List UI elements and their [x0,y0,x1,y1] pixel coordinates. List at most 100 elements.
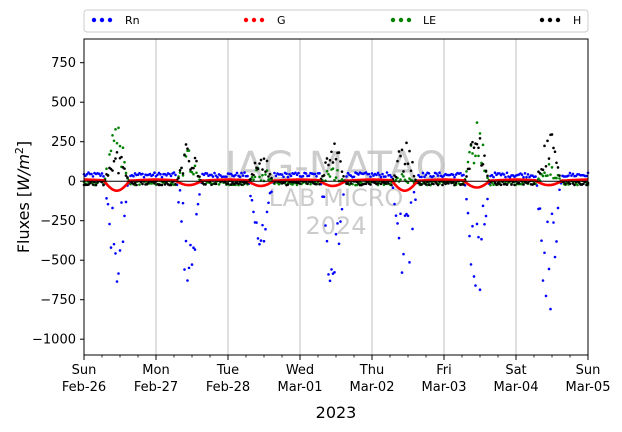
data-point-h [264,170,267,173]
data-point-rn [346,171,350,175]
y-tick-label-2: 250 [51,135,76,150]
data-point-h [306,182,309,186]
data-point-h [256,167,260,171]
data-point-rn [241,174,245,177]
data-point-h [204,183,207,186]
y-axis-title-unit: W/m [14,154,33,191]
data-point-le [465,170,468,173]
data-point-h [481,162,485,166]
data-point-rn [285,172,288,176]
data-point-le [258,175,261,179]
y-tick-label-1: 500 [51,96,76,111]
legend-item-rn: Rn [91,14,140,27]
data-point-rn [525,175,528,179]
data-point-rn [118,249,122,252]
data-point-rn [493,171,497,175]
data-point-rn [544,294,548,298]
y-axis-title-sup: 2 [13,147,26,154]
data-point-rn [459,171,462,175]
data-point-le [541,174,545,178]
legend-marker-h-2 [547,17,553,23]
data-point-rn [474,284,477,287]
data-point-h [453,183,456,187]
y-tick-label-7: −1000 [32,333,76,348]
data-point-rn [552,221,555,224]
x-tick-day-1: Mon [142,363,169,378]
data-point-h [424,183,428,186]
data-point-h [544,164,548,168]
data-point-h [334,157,338,161]
x-tick-day-3: Wed [286,363,314,378]
data-point-rn [168,172,171,176]
y-axis-ticks: 750 500 250 0 −250 −500 −750 −1000 [32,56,84,348]
legend-item-g: G [243,14,286,27]
data-point-h [387,182,390,185]
data-point-le [261,173,264,177]
data-point-rn [408,261,411,264]
data-point-h [267,175,270,178]
data-point-h [133,181,137,185]
data-point-rn [294,171,297,175]
data-point-h [451,181,455,184]
data-point-h [384,182,387,185]
data-point-rn [322,195,326,199]
data-point-h [261,168,264,171]
data-point-h [349,182,353,185]
data-point-h [555,161,558,165]
data-point-h [552,146,555,150]
data-point-h [484,169,488,173]
data-point-rn [123,214,126,218]
data-point-rn [538,207,542,210]
data-point-rn [243,171,246,174]
data-point-h [115,150,119,154]
data-point-h [522,183,525,186]
data-point-rn [466,211,470,215]
data-point-h [88,181,92,185]
data-point-rn [385,171,389,174]
data-point-h [333,142,336,145]
watermark-line3: 2024 [305,212,366,240]
watermark-line2: LAB MICRO [269,184,404,212]
data-point-rn [216,175,219,179]
data-point-le [190,170,194,174]
data-point-h [253,161,257,165]
data-point-rn [252,210,255,214]
data-point-h [405,141,408,145]
legend-marker-rn [91,17,97,23]
data-point-rn [156,173,159,177]
y-axis-title: Fluxes [W/m2] [13,141,34,253]
y-axis-title-main: Fluxes [ [14,191,33,253]
data-point-rn [435,172,438,175]
data-point-h [499,183,503,187]
data-point-le [400,172,404,176]
data-point-rn [142,175,146,179]
data-point-le [114,128,117,131]
data-point-h [546,139,549,143]
data-point-rn [394,214,398,217]
data-point-h [556,166,560,169]
data-point-rn [141,172,144,176]
data-point-rn [546,220,549,224]
data-point-rn [273,171,276,175]
data-point-rn [109,246,113,249]
data-point-le [252,178,255,182]
data-point-rn [378,173,381,177]
data-point-rn [336,222,339,225]
data-point-rn [550,212,554,216]
data-point-le [295,183,299,187]
data-point-h [270,176,273,180]
data-point-rn [391,186,395,189]
data-point-rn [238,175,242,179]
data-point-le [109,149,113,153]
data-point-h [477,146,480,150]
data-point-rn [412,190,416,194]
data-point-le [472,161,476,165]
legend-marker-le-2 [398,17,404,23]
data-point-rn [570,174,573,177]
data-point-h [339,160,342,163]
data-point-h [346,182,350,186]
data-point-le [193,164,197,168]
data-point-h [340,170,344,173]
data-point-h [342,174,345,178]
data-point-rn [504,175,507,179]
